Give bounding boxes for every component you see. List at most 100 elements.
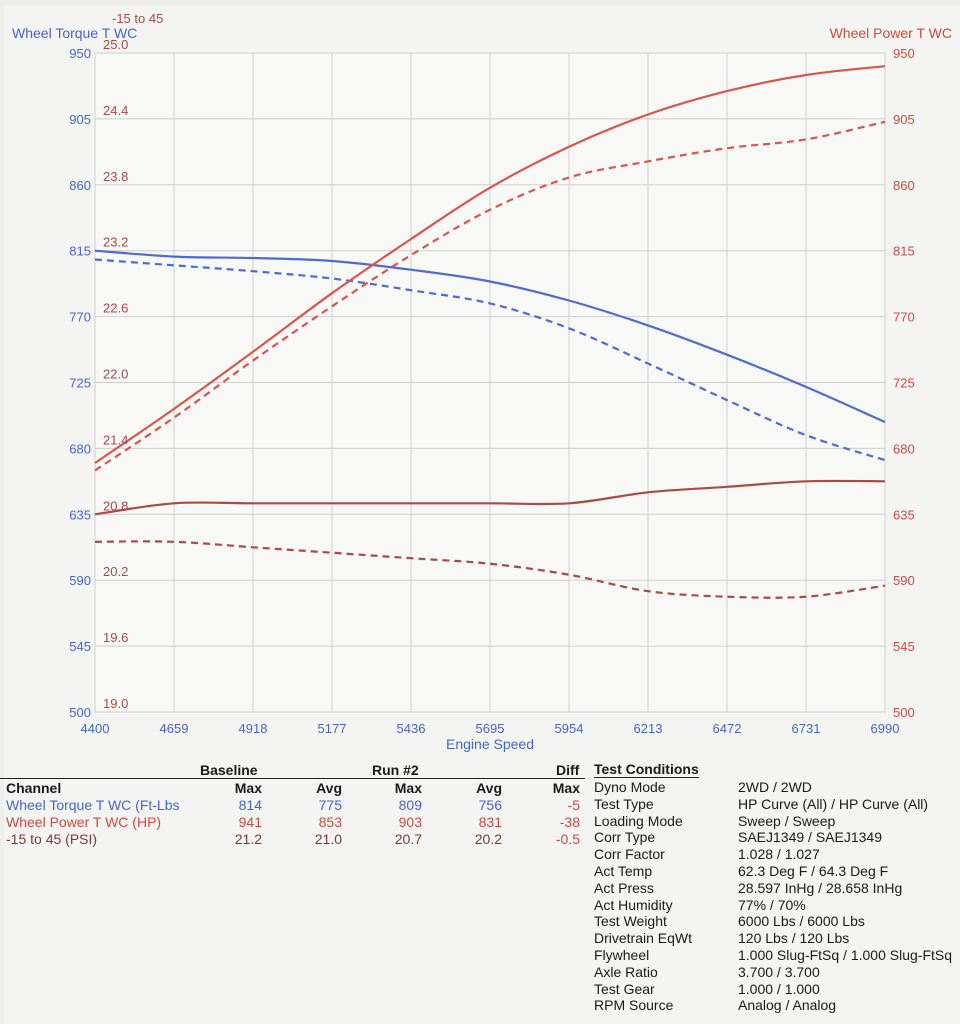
x-tick-label: 5436 [397,721,426,736]
boost-run2-line [94,479,886,516]
condition-value: Sweep / Sweep [738,812,836,829]
header-rule [0,778,585,779]
condition-value: 1.028 / 1.027 [738,846,820,863]
right-tick-label: 770 [893,310,915,325]
condition-value: 6000 Lbs / 6000 Lbs [738,913,865,930]
condition-value: 120 Lbs / 120 Lbs [738,930,850,947]
left-tick-label: 680 [69,441,91,456]
x-tick-label: 6213 [634,721,663,736]
inner-tick-label: 22.6 [103,301,128,316]
torque-baseline-line [94,258,886,462]
left-axis-title: Wheel Torque T WC [12,25,137,41]
row-power-b-avg: 853 [318,814,342,830]
condition-label: Corr Factor [594,846,665,863]
right-tick-label: 725 [893,376,915,391]
right-tick-label: 860 [893,178,915,193]
row-psi-b-avg: 21.0 [314,831,342,847]
x-tick-label: 5954 [555,721,584,736]
x-tick-label: 4659 [160,721,189,736]
summary-table: Baseline Run #2 Diff Channel Max Avg Max… [0,760,590,860]
x-tick-label: 6990 [871,721,900,736]
col-channel: Channel [6,780,62,796]
condition-value: 3.700 / 3.700 [738,963,820,980]
row-power-diff: -38 [559,814,580,830]
condition-label: RPM Source [594,997,674,1014]
power-baseline-line [94,120,886,472]
inner-tick-label: 25.0 [103,37,128,52]
power-run2-line [94,65,886,464]
left-tick-label: 950 [69,46,91,61]
row-psi-b-max: 21.2 [234,831,262,847]
x-tick-label: 4400 [81,721,110,736]
condition-label: Flywheel [594,947,650,963]
row-torque-r-avg: 756 [478,797,502,813]
right-tick-label: 680 [893,441,915,456]
left-tick-label: 725 [69,376,91,391]
col-diff-max: Max [552,780,580,796]
condition-label: Corr Type [594,829,656,846]
condition-value: 62.3 Deg F / 64.3 Deg F [738,863,889,879]
row-torque-b-avg: 775 [318,797,342,813]
header-run2: Run #2 [372,762,419,778]
row-psi-channel: -15 to 45 (PSI) [6,831,98,847]
condition-label: Loading Mode [594,812,683,829]
x-axis-title: Engine Speed [446,736,534,752]
row-psi-r-avg: 20.2 [474,831,502,847]
condition-value: 1.000 Slug-FtSq / 1.000 Slug-FtSq [738,947,953,963]
left-tick-label: 545 [69,639,91,654]
row-torque-b-max: 814 [238,797,262,813]
condition-value: 28.597 InHg / 28.658 InHg [738,879,903,896]
row-torque-channel: Wheel Torque T WC (Ft-Lbs [6,797,180,813]
condition-label: Act Press [594,879,654,896]
right-tick-label: 545 [893,639,915,654]
test-conditions-title: Test Conditions [594,761,699,778]
x-tick-label: 4918 [239,721,268,736]
torque-run2-line [94,249,886,424]
inner-tick-label: 22.0 [103,367,128,382]
left-tick-label: 905 [69,112,91,127]
right-tick-label: 905 [893,112,915,127]
right-tick-label: 500 [893,705,915,720]
condition-value: 1.000 / 1.000 [738,980,820,997]
inner-tick-label: 21.4 [103,432,128,447]
row-psi-diff: -0.5 [555,831,580,847]
right-axis-title: Wheel Power T WC [830,25,952,41]
left-tick-label: 860 [69,178,91,193]
inner-tick-label: 24.4 [103,103,128,118]
condition-label: Test Weight [594,913,667,930]
condition-value: Analog / Analog [738,997,837,1014]
inner-tick-label: 23.2 [103,235,128,250]
x-tick-label: 6472 [713,721,742,736]
header-baseline: Baseline [200,762,258,778]
left-tick-label: 635 [69,507,91,522]
right-tick-label: 590 [893,573,915,588]
header-diff: Diff [556,762,580,778]
x-tick-label: 6731 [792,721,821,736]
condition-label: Axle Ratio [594,963,658,980]
right-tick-label: 950 [893,46,915,61]
row-power-r-avg: 831 [478,814,502,830]
condition-label: Test Type [594,795,654,812]
col-run2-max: Max [394,780,422,796]
inner-tick-label: 20.8 [103,498,128,513]
row-torque-diff: -5 [567,797,580,813]
condition-value: 2WD / 2WD [738,779,812,795]
inner-tick-label: 20.2 [103,564,128,579]
col-run2-avg: Avg [476,780,502,796]
row-torque-r-max: 809 [398,797,422,813]
row-power-r-max: 903 [398,814,422,830]
x-tick-label: 5695 [476,721,505,736]
condition-value: SAEJ1349 / SAEJ1349 [738,829,882,846]
col-baseline-max: Max [234,780,262,796]
row-power-channel: Wheel Power T WC (HP) [6,814,162,830]
condition-label: Test Gear [594,980,655,997]
condition-value: 77% / 70% [738,896,806,913]
inner-axis-title: -15 to 45 [112,11,163,26]
condition-label: Dyno Mode [594,779,666,795]
left-tick-label: 590 [69,573,91,588]
condition-label: Drivetrain EqWt [594,930,693,947]
inner-tick-label: 19.0 [103,696,128,711]
left-tick-label: 815 [69,244,91,259]
row-power-b-max: 941 [238,814,262,830]
right-tick-label: 815 [893,244,915,259]
